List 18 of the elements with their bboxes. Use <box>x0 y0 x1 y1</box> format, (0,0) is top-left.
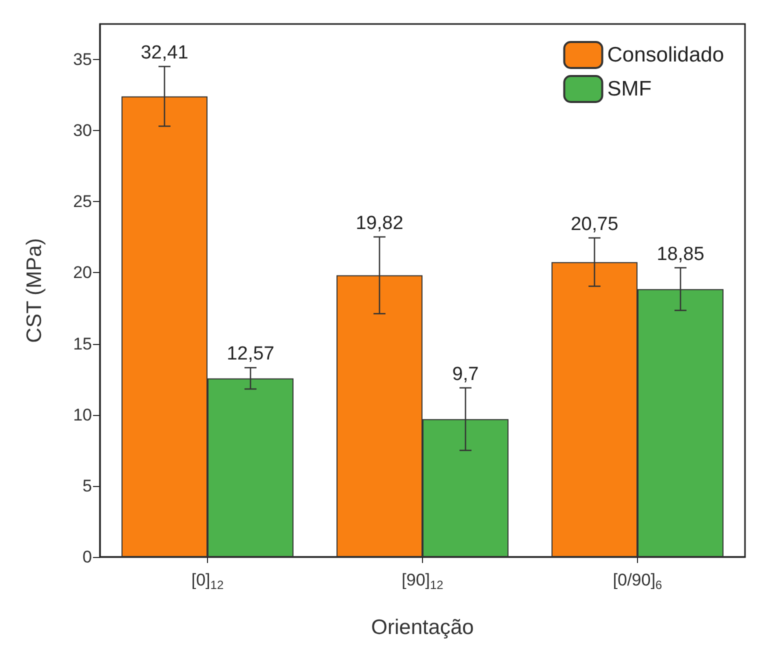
y-tick-label: 30 <box>73 121 92 140</box>
x-axis-title: Orientação <box>371 616 474 639</box>
legend-label: SMF <box>607 78 652 100</box>
data-label: 32,41 <box>140 42 188 64</box>
y-tick-label: 0 <box>82 548 92 566</box>
y-tick-label: 20 <box>73 263 92 282</box>
data-label: 18,85 <box>656 244 704 265</box>
data-label: 9,7 <box>452 364 479 385</box>
y-tick-label: 35 <box>73 50 92 70</box>
data-label: 19,82 <box>356 212 404 234</box>
legend-label: Consolidado <box>607 44 724 66</box>
data-label: 20,75 <box>570 214 618 235</box>
y-tick-label: 15 <box>73 334 92 354</box>
y-tick-label: 10 <box>73 405 92 424</box>
data-label: 12,57 <box>226 344 274 365</box>
y-axis-title: CST (MPa) <box>23 238 46 343</box>
y-tick-label: 25 <box>73 192 92 212</box>
y-tick-label: 5 <box>82 476 92 496</box>
